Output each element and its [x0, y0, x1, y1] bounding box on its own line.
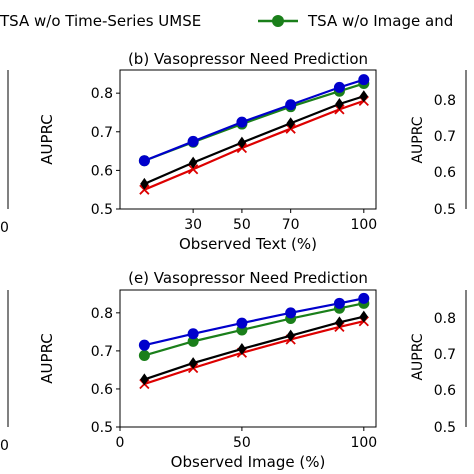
y-tick-label: 0.7 — [91, 125, 113, 141]
legend-marker-green — [272, 15, 284, 27]
legend-label-black: TSA w/o Time-Series UMSE — [0, 12, 201, 30]
plot-frame — [119, 289, 377, 428]
data-point — [286, 117, 295, 130]
series-line — [143, 99, 365, 191]
data-point — [335, 316, 344, 329]
left-top-xtick: 0 — [0, 220, 9, 236]
chart-b-vasopressor-text: (b) Vasopressor Need Prediction 0.5 0.6 0.7… — [38, 50, 377, 253]
right-bottom-ytick: 0.5 — [434, 420, 456, 436]
x-tick-label: 70 — [282, 217, 300, 233]
y-tick-label: 0.5 — [91, 202, 113, 218]
plot-frame — [119, 69, 377, 210]
right-top-ytick: 0.8 — [434, 93, 456, 109]
x-tick-label: 30 — [184, 217, 202, 233]
y-axis-label: AUPRC — [38, 114, 56, 164]
data-point — [333, 297, 345, 309]
left-bottom-xtick: 0 — [0, 438, 9, 454]
y-tick-label: 0.5 — [91, 420, 113, 436]
x-tick-label: 50 — [233, 217, 251, 233]
right-top-ytick: 0.5 — [434, 202, 456, 218]
data-point — [140, 373, 149, 386]
series-line — [144, 297, 365, 347]
x-tick-label: 50 — [233, 435, 251, 451]
y-tick-label: 0.6 — [91, 163, 113, 179]
right-top-ytick: 0.6 — [434, 165, 456, 181]
series-line — [144, 320, 365, 386]
data-point — [187, 328, 199, 340]
data-point — [140, 177, 149, 190]
data-point — [236, 317, 248, 329]
y-tick-label: 0.8 — [91, 306, 113, 322]
right-bottom-ytick: 0.6 — [434, 383, 456, 399]
data-point — [333, 81, 345, 93]
x-tick-label: 100 — [350, 217, 377, 233]
series-line — [144, 315, 365, 381]
x-tick-label: 0 — [116, 435, 125, 451]
data-point — [188, 156, 198, 169]
y-tick-label: 0.6 — [91, 382, 113, 398]
data-point — [188, 357, 198, 370]
legend: TSA w/o Time-Series UMSE TSA w/o Image a… — [0, 12, 453, 30]
data-point — [138, 155, 150, 167]
chart-title: (e) Vasopressor Need Prediction — [128, 269, 368, 287]
right-bottom-ylabel: AUPRC — [410, 333, 426, 380]
series-line — [143, 95, 365, 185]
chart-title: (b) Vasopressor Need Prediction — [128, 50, 368, 68]
data-point — [359, 90, 369, 103]
left-partial-panels: 0 0 — [0, 70, 9, 454]
data-point — [286, 329, 295, 342]
data-point — [335, 97, 344, 110]
y-tick-label: 0.8 — [91, 86, 113, 102]
data-point — [237, 136, 247, 149]
data-point — [187, 335, 199, 347]
legend-label-green: TSA w/o Image and — [307, 12, 453, 30]
right-bottom-ytick: 0.8 — [434, 311, 456, 327]
x-axis-label: Observed Image (%) — [171, 453, 326, 471]
right-partial-panels: AUPRC 0.8 0.7 0.6 0.5 AUPRC 0.8 0.7 0.6 … — [410, 70, 467, 436]
x-tick-label: 100 — [350, 435, 377, 451]
data-point — [285, 99, 297, 111]
right-top-ytick: 0.7 — [434, 129, 456, 145]
right-bottom-ytick: 0.7 — [434, 347, 456, 363]
data-point — [359, 310, 369, 323]
data-point — [237, 342, 247, 355]
data-point — [358, 292, 370, 304]
data-point — [138, 339, 150, 351]
data-point — [358, 74, 370, 86]
y-tick-label: 0.7 — [91, 344, 113, 360]
data-point — [285, 307, 297, 319]
y-axis-label: AUPRC — [38, 333, 56, 383]
data-point — [138, 349, 150, 361]
data-point — [187, 135, 199, 147]
chart-e-vasopressor-image: (e) Vasopressor Need Prediction 0.5 0.6 0.7… — [38, 269, 377, 471]
data-point — [188, 164, 199, 175]
data-point — [236, 116, 248, 128]
series-line — [143, 82, 365, 162]
right-top-ylabel: AUPRC — [410, 116, 426, 163]
x-axis-label: Observed Text (%) — [179, 235, 317, 253]
